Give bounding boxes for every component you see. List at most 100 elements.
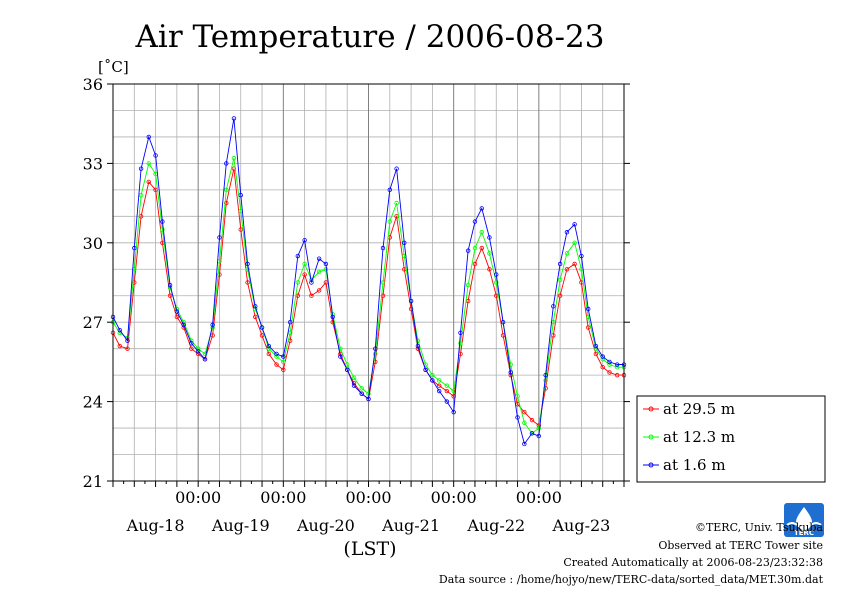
water-drop-icon <box>796 507 812 530</box>
legend-swatch-marker <box>648 462 654 468</box>
data-point <box>614 364 620 370</box>
data-point <box>167 282 173 288</box>
data-point <box>224 187 229 193</box>
data-point <box>253 314 258 320</box>
data-point <box>245 267 250 272</box>
wave-icon-right <box>810 522 822 526</box>
data-point <box>202 357 208 362</box>
data-point <box>394 166 399 171</box>
data-point <box>436 388 442 394</box>
x-tick-label: 00:00 <box>345 488 391 507</box>
data-point <box>345 362 350 367</box>
day-label: Aug-22 <box>466 516 525 535</box>
data-point <box>572 222 577 227</box>
y-tick-label: 33 <box>83 154 103 173</box>
data-point <box>522 441 527 447</box>
legend-swatch-marker <box>648 406 654 412</box>
data-point <box>125 346 130 351</box>
data-point <box>309 280 314 285</box>
data-point <box>316 288 322 293</box>
data-point <box>117 343 123 349</box>
data-point <box>309 293 314 298</box>
data-point <box>600 357 605 362</box>
data-point <box>487 235 492 240</box>
data-point <box>359 391 364 396</box>
data-point <box>132 245 137 251</box>
data-point <box>231 116 237 121</box>
data-point <box>536 433 542 439</box>
data-point <box>387 187 392 193</box>
day-label: Aug-19 <box>211 516 270 535</box>
data-point <box>557 293 563 298</box>
data-point <box>238 192 243 198</box>
data-point <box>274 351 279 357</box>
data-point <box>579 253 584 259</box>
data-point <box>380 280 386 285</box>
data-point <box>487 267 492 272</box>
data-point <box>607 370 612 375</box>
data-point <box>572 261 577 267</box>
data-point <box>586 306 591 312</box>
x-tick-label: 00:00 <box>516 488 562 507</box>
data-point <box>224 161 229 166</box>
axis-ticks: 21 24 27 30 33 36 00:00 00:00 00:00 00:00 00:00 Aug… <box>83 75 630 535</box>
data-point <box>302 272 307 277</box>
data-point <box>345 367 350 373</box>
series-line <box>112 118 624 445</box>
data-point <box>245 280 250 285</box>
day-label: Aug-20 <box>296 516 355 535</box>
data-point <box>600 354 605 359</box>
data-point <box>160 227 165 232</box>
data-point <box>436 383 442 388</box>
data-point <box>316 256 322 261</box>
y-tick-label: 27 <box>83 313 103 332</box>
data-point <box>117 327 123 333</box>
data-point <box>593 351 599 357</box>
data-point <box>132 280 137 285</box>
data-point <box>253 304 258 309</box>
wave-icon <box>786 522 798 526</box>
data-point <box>138 166 144 171</box>
data-point <box>274 362 279 367</box>
data-point <box>323 261 329 267</box>
data-point <box>287 320 293 325</box>
data-point <box>394 200 399 206</box>
data-point <box>302 261 307 267</box>
data-point <box>402 240 407 245</box>
legend-box <box>636 395 826 483</box>
data-point <box>245 261 250 267</box>
day-label: Aug-18 <box>126 516 185 535</box>
data-point <box>607 362 612 367</box>
data-point <box>366 396 371 402</box>
legend-swatch-marker <box>648 434 654 440</box>
data-point <box>146 161 151 166</box>
data-point <box>557 261 563 267</box>
data-point <box>423 367 428 373</box>
data-point <box>415 338 421 343</box>
data-point <box>316 269 322 275</box>
data-point <box>479 206 484 211</box>
y-tick-label: 36 <box>83 75 103 94</box>
data-point <box>479 230 484 235</box>
data-point <box>479 245 484 251</box>
data-point <box>189 341 194 346</box>
y-axis-unit-label: [˚C] <box>98 58 129 76</box>
data-point <box>564 230 570 235</box>
data-point <box>500 320 506 325</box>
x-tick-label: 00:00 <box>431 488 477 507</box>
data-point <box>373 346 378 351</box>
data-point <box>487 251 492 256</box>
day-label: Aug-21 <box>381 516 440 535</box>
x-axis-label: (LST) <box>343 538 396 560</box>
data-point <box>494 272 499 277</box>
data-point <box>259 325 265 330</box>
terc-logo: TERC <box>784 503 824 537</box>
data-point <box>359 386 364 391</box>
logo-text: TERC <box>794 529 814 537</box>
data-point <box>266 351 272 357</box>
data-point <box>366 391 371 396</box>
data-point <box>557 277 563 283</box>
data-point <box>210 322 215 328</box>
y-tick-label: 21 <box>83 472 103 491</box>
y-tick-label: 24 <box>83 393 103 412</box>
